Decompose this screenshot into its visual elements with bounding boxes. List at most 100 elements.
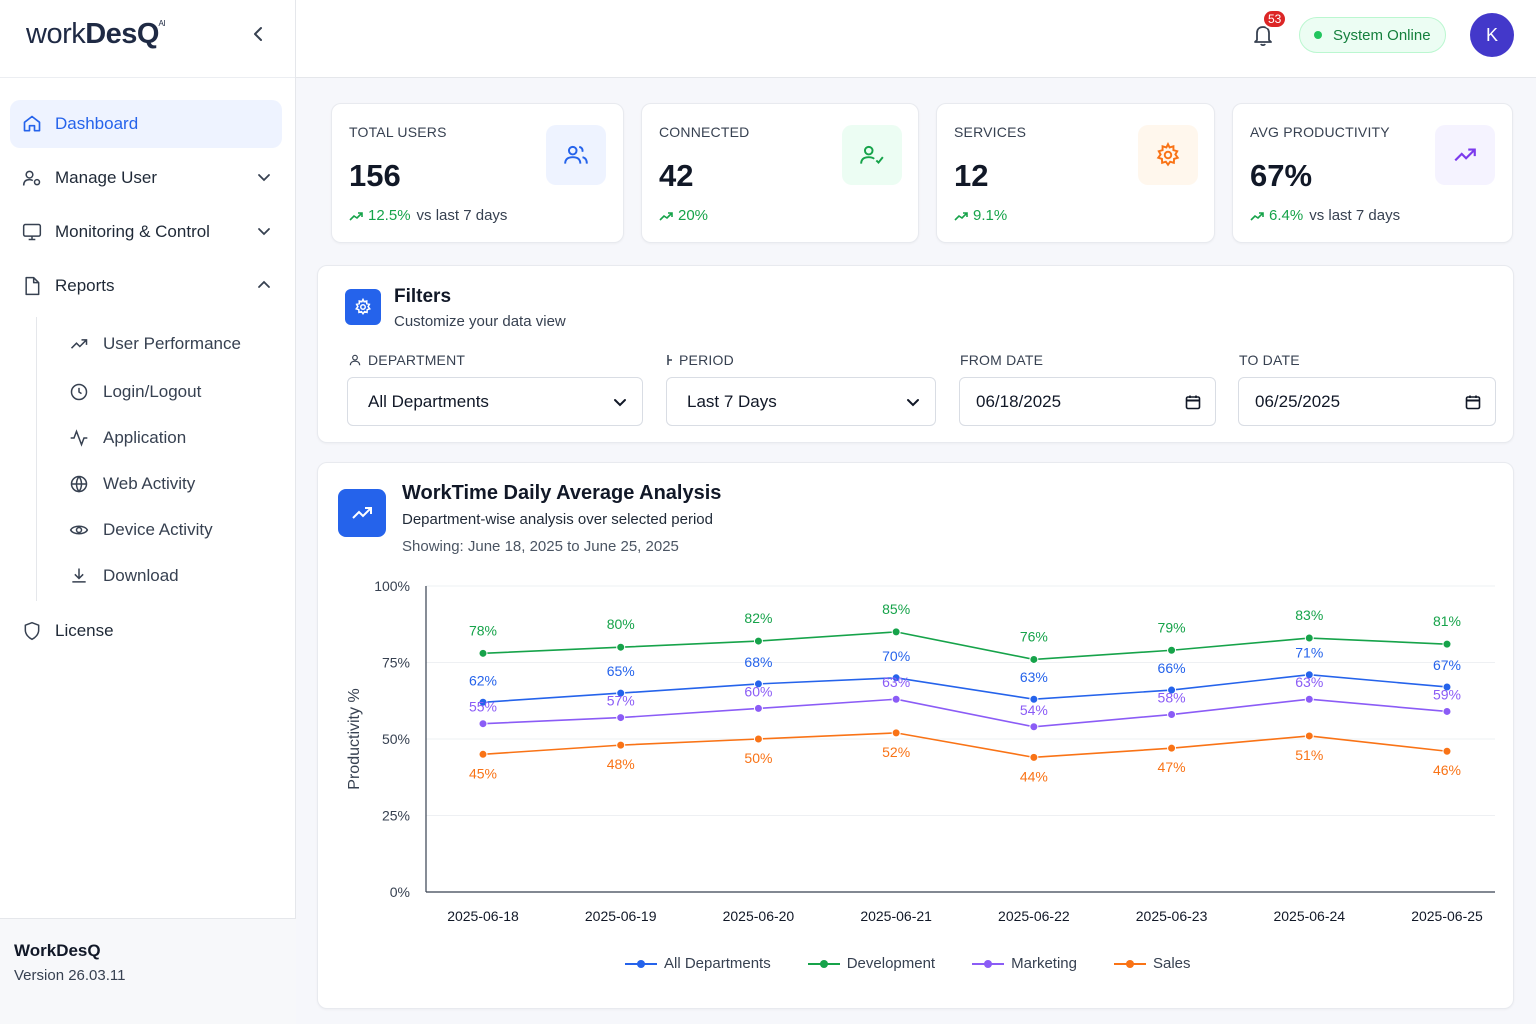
y-axis-label: Productivity % — [346, 688, 363, 789]
stat-value: 67% — [1250, 158, 1313, 193]
data-label: 63% — [1295, 674, 1323, 690]
users-icon — [546, 125, 606, 185]
x-tick-label: 2025-06-19 — [585, 908, 657, 924]
collapse-sidebar-icon[interactable] — [248, 22, 268, 46]
notification-badge[interactable]: 53 — [1262, 9, 1288, 29]
calendar-icon[interactable] — [1185, 394, 1201, 410]
data-label: 85% — [882, 601, 910, 617]
legend-swatch — [807, 959, 840, 968]
data-label: 67% — [1433, 657, 1461, 673]
period-value: Last 7 Days — [687, 391, 777, 411]
sidebar-item-dashboard[interactable]: Dashboard — [10, 100, 282, 148]
from-date-input[interactable]: 06/18/2025 — [959, 377, 1216, 426]
shield-icon — [22, 620, 42, 642]
to-date-input[interactable]: 06/25/2025 — [1238, 377, 1496, 426]
submenu-item-login-logout[interactable]: Login/Logout — [69, 382, 201, 402]
series-line-development — [482, 631, 1448, 661]
data-point — [478, 697, 488, 707]
stat-value: 12 — [954, 158, 989, 193]
trend-up-icon — [1250, 210, 1264, 222]
period-select[interactable]: Last 7 Days — [666, 377, 936, 426]
chart-title: WorkTime Daily Average Analysis — [402, 482, 722, 504]
data-label: 63% — [1020, 669, 1048, 685]
series-line-all-departments — [482, 673, 1448, 704]
data-label: 79% — [1158, 619, 1186, 635]
activity-icon — [69, 428, 89, 448]
data-label: 62% — [469, 672, 497, 688]
sidebar-item-manage-user[interactable]: Manage User — [10, 154, 282, 202]
data-point — [753, 636, 763, 646]
data-label: 52% — [882, 744, 910, 760]
chevron-down-icon[interactable] — [256, 169, 272, 185]
trend-up-icon — [349, 210, 363, 222]
series-line-marketing — [482, 698, 1448, 728]
filter-gear-icon — [345, 289, 381, 325]
data-point — [616, 740, 626, 750]
data-point — [1442, 706, 1452, 716]
legend-swatch — [1113, 959, 1146, 968]
legend-label: Development — [846, 955, 936, 972]
x-tick-label: 2025-06-18 — [447, 908, 519, 924]
data-point — [891, 728, 901, 738]
stat-change: 12.5% — [368, 207, 411, 224]
data-label: 78% — [469, 622, 497, 638]
stat-trend: 6.4% vs last 7 days — [1250, 207, 1400, 224]
filters-title: Filters — [394, 286, 452, 307]
app-logo[interactable]: workDesQ AI — [26, 18, 165, 51]
sidebar-item-label: Dashboard — [55, 114, 139, 133]
user-avatar[interactable]: K — [1470, 13, 1514, 57]
data-point — [478, 749, 488, 759]
data-point — [1167, 645, 1177, 655]
data-point — [753, 734, 763, 744]
stat-label: AVG PRODUCTIVITY — [1250, 124, 1390, 140]
sidebar-item-monitoring[interactable]: Monitoring & Control — [10, 208, 282, 256]
department-select[interactable]: All Departments — [347, 377, 643, 426]
chart-legend: All Departments Development Marketing Sales — [624, 955, 1227, 972]
department-label-text: DEPARTMENT — [368, 352, 466, 368]
submenu-item-web-activity[interactable]: Web Activity — [69, 474, 195, 494]
legend-label: Sales — [1152, 955, 1191, 972]
user-icon — [349, 354, 361, 366]
sidebar-item-reports[interactable]: Reports — [10, 262, 282, 310]
legend-item[interactable]: All Departments — [624, 955, 771, 972]
legend-label: Marketing — [1011, 955, 1077, 972]
submenu-item-user-performance[interactable]: User Performance — [69, 334, 241, 354]
submenu-item-application[interactable]: Application — [69, 428, 186, 448]
sidebar-nav: Dashboard Manage User Monitoring & Contr… — [10, 100, 282, 316]
calendar-icon[interactable] — [1465, 394, 1481, 410]
trending-up-icon — [338, 489, 386, 537]
stat-card-avg-productivity: AVG PRODUCTIVITY 67% 6.4% vs last 7 days — [1232, 103, 1513, 243]
data-point — [1304, 694, 1314, 704]
sidebar-item-license[interactable]: License — [22, 620, 114, 642]
stat-label: CONNECTED — [659, 124, 750, 140]
from-date-label: FROM DATE — [960, 352, 1043, 368]
sidebar-item-label: Reports — [55, 276, 115, 295]
eye-icon — [69, 520, 89, 540]
stat-value: 156 — [349, 158, 401, 193]
logo-text: work — [26, 18, 86, 50]
data-point — [891, 673, 901, 683]
legend-item[interactable]: Marketing — [971, 955, 1077, 972]
stat-change: 20% — [678, 207, 709, 224]
trending-up-icon — [1435, 125, 1495, 185]
chevron-up-icon[interactable] — [256, 277, 272, 293]
data-point — [1304, 633, 1314, 643]
sidebar-footer: WorkDesQ Version 26.03.11 — [0, 918, 296, 1024]
bell-icon[interactable] — [1251, 22, 1275, 48]
productivity-line-chart: 0% 25% 50% 75% 100% Productivity % 2025-06-18 2… — [346, 578, 1495, 924]
data-label: 60% — [744, 683, 772, 699]
trend-up-icon — [954, 210, 968, 222]
stat-card-connected: CONNECTED 42 20% — [641, 103, 919, 243]
submenu-item-download[interactable]: Download — [69, 566, 179, 586]
data-point — [1442, 746, 1452, 756]
stat-change: 9.1% — [973, 207, 1008, 224]
submenu-item-device-activity[interactable]: Device Activity — [69, 520, 213, 540]
legend-item[interactable]: Sales — [1113, 955, 1191, 972]
data-label: 46% — [1433, 762, 1461, 778]
chevron-down-icon[interactable] — [256, 223, 272, 239]
legend-item[interactable]: Development — [807, 955, 935, 972]
data-label: 47% — [1158, 759, 1186, 775]
data-label: 57% — [607, 693, 635, 709]
submenu-label: Download — [103, 566, 179, 585]
legend-swatch — [625, 959, 657, 968]
